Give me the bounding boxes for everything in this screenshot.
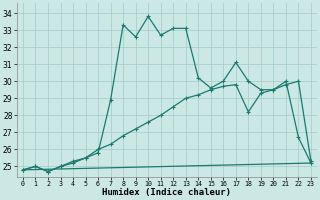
X-axis label: Humidex (Indice chaleur): Humidex (Indice chaleur) bbox=[102, 188, 231, 197]
